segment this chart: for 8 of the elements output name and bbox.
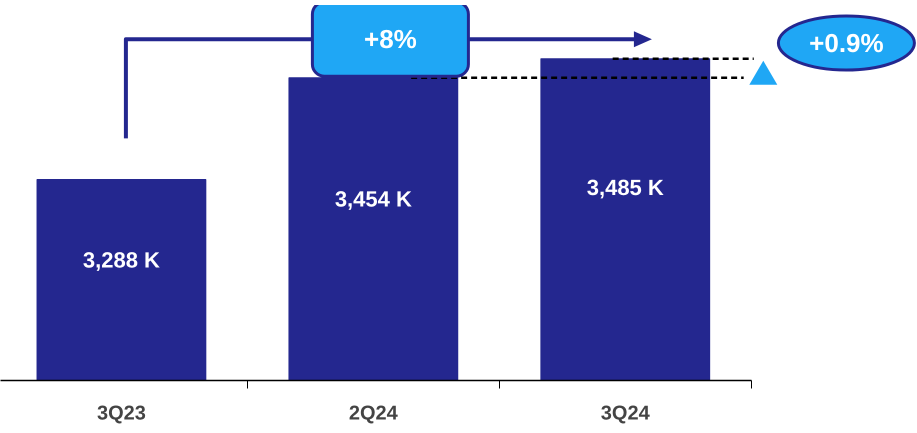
text: +0.9% [809,28,884,58]
x-tick-label: 2Q24 [348,402,399,424]
data-label: 3,288 K [82,247,160,272]
data-label: 3,485 K [586,174,664,200]
data-label: 3,454 K [334,186,412,212]
x-tick-label: 3Q23 [96,402,146,424]
annotation: +8% [364,24,417,54]
x-tick-label: 3Q24 [600,402,651,424]
